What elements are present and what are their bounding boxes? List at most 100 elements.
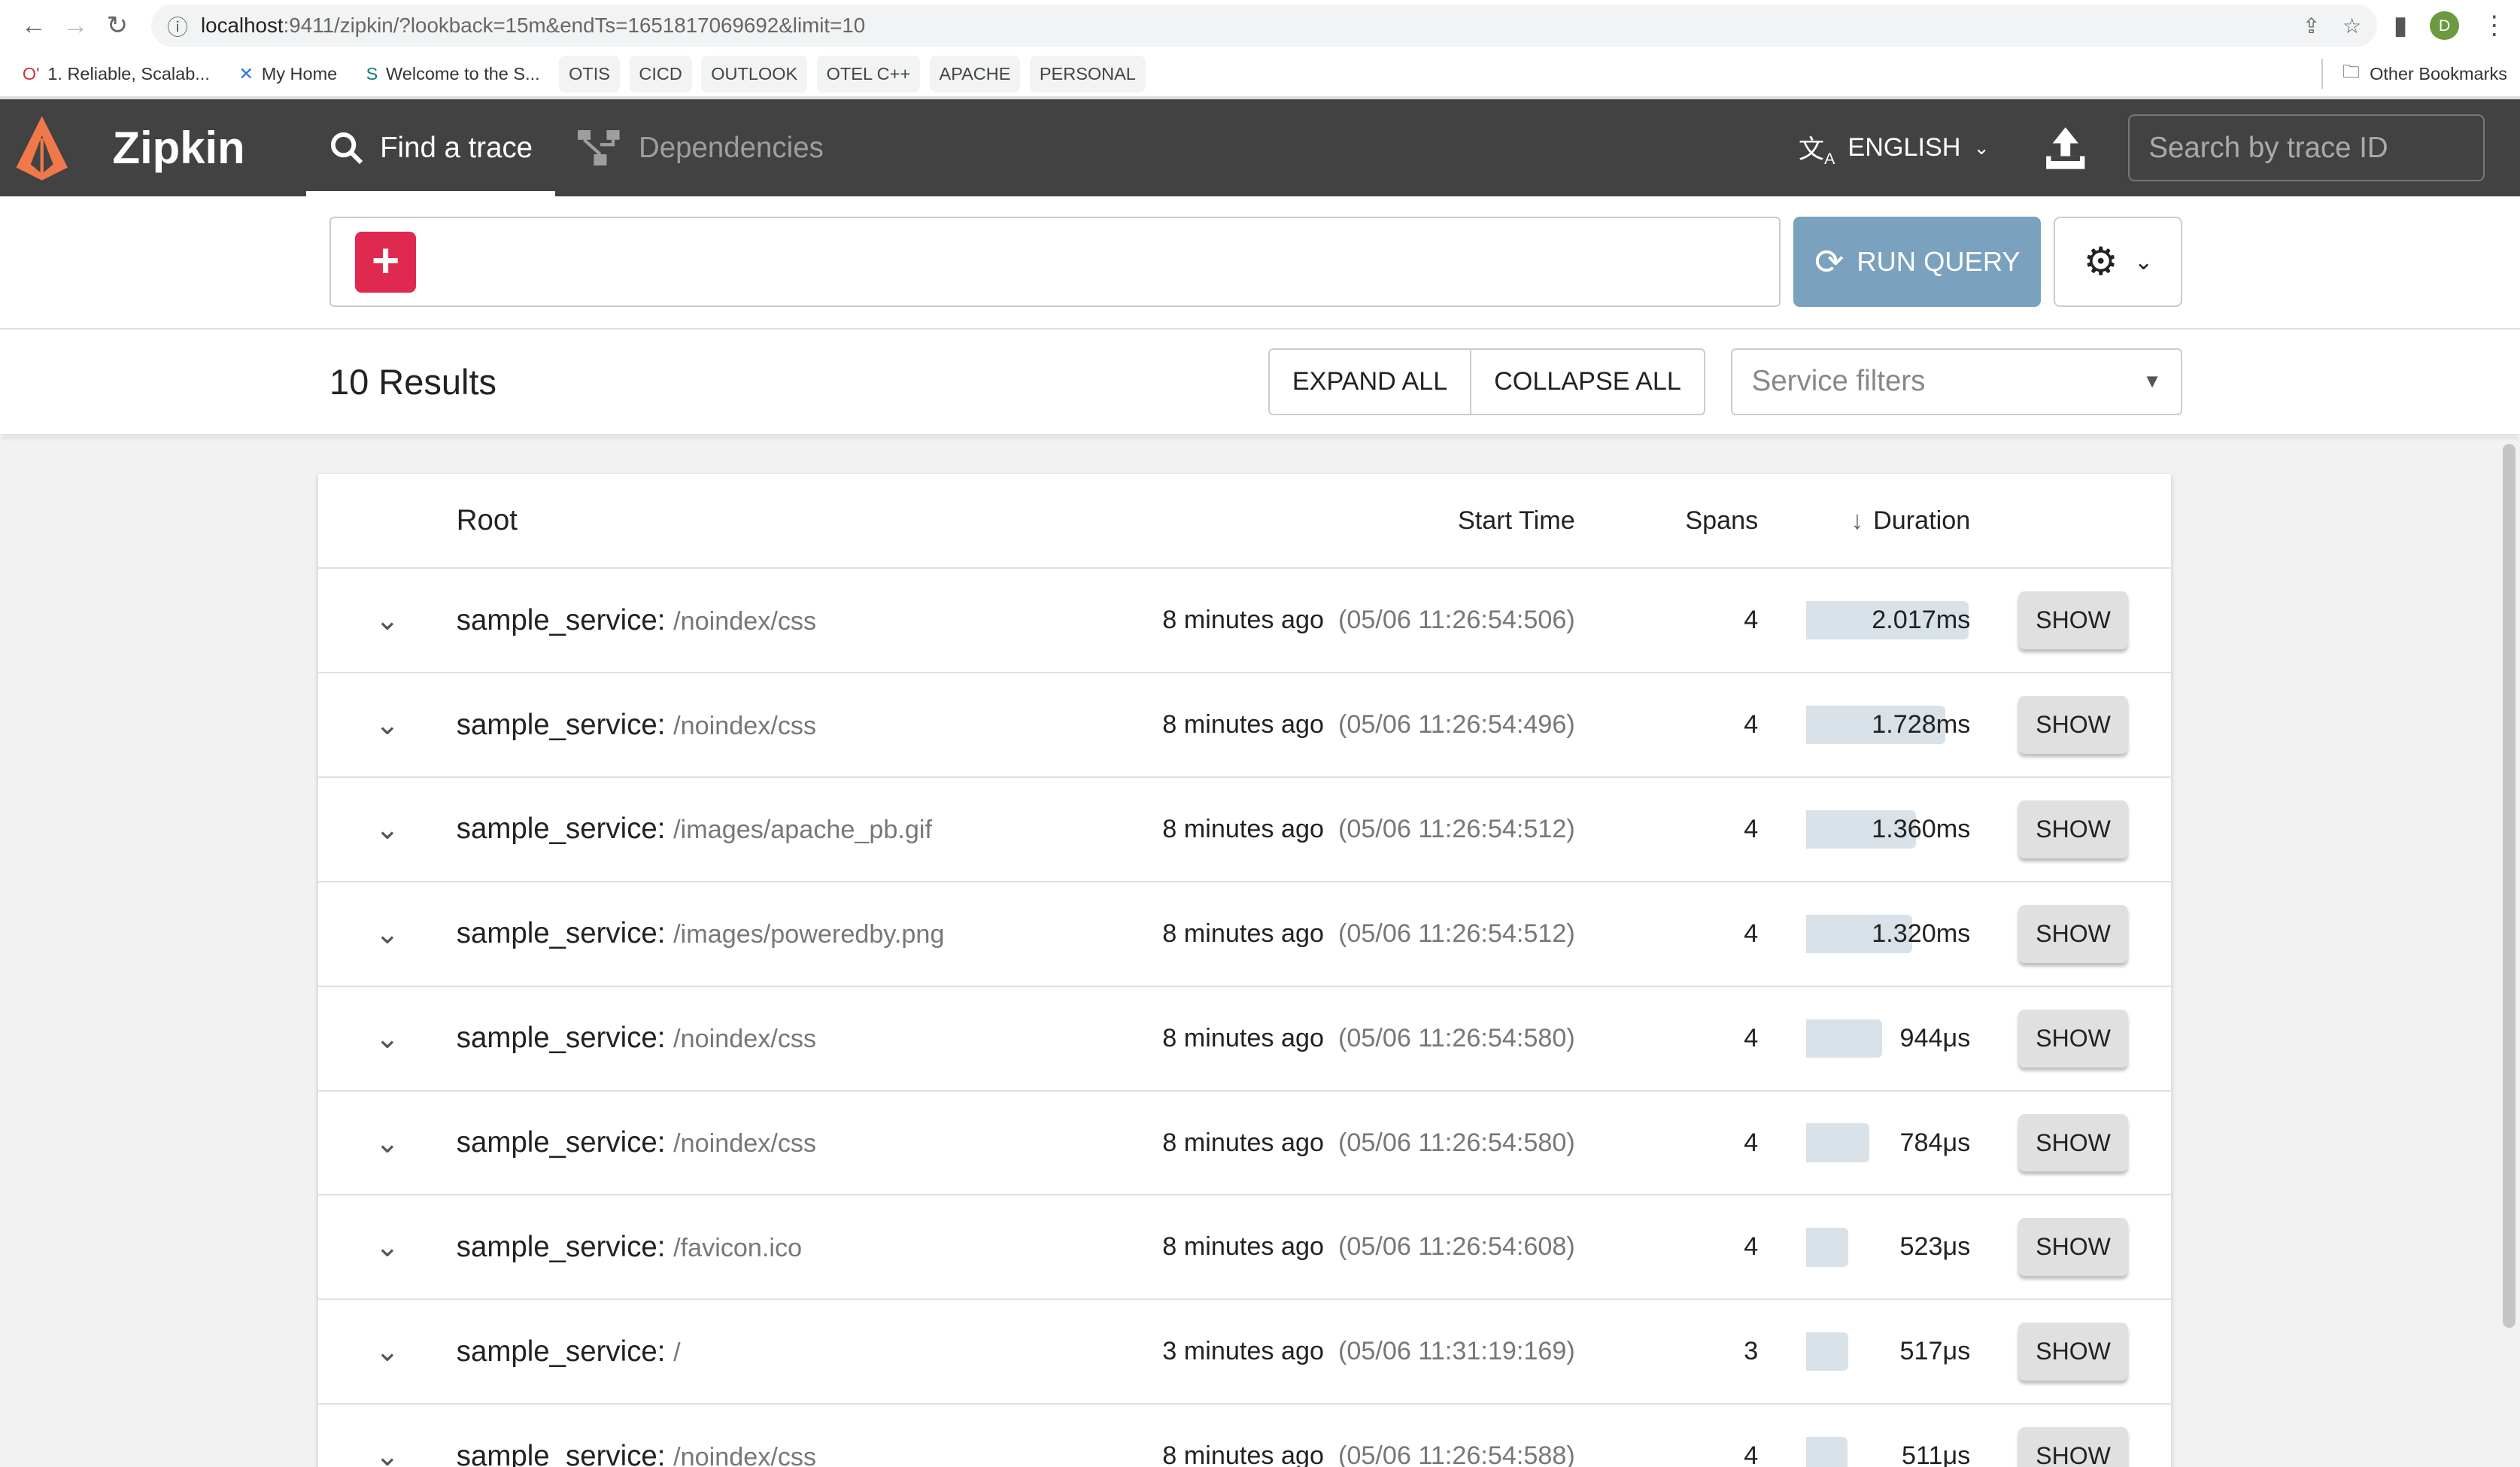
span-path: /noindex/css [673, 711, 817, 740]
bookmark-folder[interactable]: APACHE [929, 56, 1021, 93]
bookmark-folder[interactable]: PERSONAL [1030, 56, 1146, 93]
other-bookmarks-label: Other Bookmarks [2370, 63, 2507, 84]
table-row[interactable]: ⌄ sample_service: / 3 minutes ago (05/06… [318, 1300, 2172, 1405]
query-criteria-input[interactable]: + [329, 217, 1781, 308]
expand-row-icon[interactable]: ⌄ [375, 604, 399, 637]
dependencies-icon [577, 130, 620, 166]
chevron-down-icon: ⌄ [2133, 249, 2154, 275]
spans-count: 4 [1744, 1128, 1759, 1157]
bookmark[interactable]: S Welcome to the S... [357, 64, 550, 84]
url-host: localhost [201, 14, 284, 38]
table-row[interactable]: ⌄ sample_service: /images/poweredby.png … [318, 882, 2172, 987]
brand-name[interactable]: Zipkin [112, 123, 245, 174]
table-row[interactable]: ⌄ sample_service: /images/apache_pb.gif … [318, 778, 2172, 882]
root-cell: sample_service: /noindex/css [457, 604, 987, 637]
expand-row-icon[interactable]: ⌄ [375, 1126, 399, 1159]
trace-id-search-input[interactable]: Search by trace ID [2127, 114, 2485, 182]
bookmark-folder[interactable]: OTIS [559, 56, 620, 93]
service-filters-select[interactable]: Service filters ▼ [1731, 348, 2183, 416]
absolute-time: (05/06 11:26:54:506) [1337, 606, 1575, 635]
scrollbar[interactable] [2502, 443, 2515, 1328]
absolute-time: (05/06 11:26:54:608) [1337, 1232, 1575, 1262]
dropdown-arrow-icon: ▼ [2142, 370, 2162, 392]
header-duration[interactable]: ↓ Duration [1806, 502, 1970, 540]
expand-row-icon[interactable]: ⌄ [375, 1440, 399, 1467]
header-start-time[interactable]: Start Time [1458, 506, 1575, 535]
duration-bar [1806, 1228, 1849, 1267]
settings-button[interactable]: ⚙ ⌄ [2054, 217, 2183, 308]
info-icon[interactable]: ⓘ [167, 16, 188, 40]
run-query-label: RUN QUERY [1857, 246, 2021, 278]
tab-find-trace[interactable]: Find a trace [305, 99, 555, 196]
spans-count: 4 [1744, 1441, 1759, 1467]
show-trace-button[interactable]: SHOW [2018, 591, 2128, 650]
duration-bar [1806, 1123, 1870, 1162]
root-cell: sample_service: / [457, 1335, 987, 1368]
header-root[interactable]: Root [456, 504, 518, 537]
expand-row-icon[interactable]: ⌄ [375, 1022, 399, 1055]
table-row[interactable]: ⌄ sample_service: /noindex/css 8 minutes… [318, 569, 2172, 674]
gear-icon: ⚙ [2083, 240, 2118, 284]
bookmark[interactable]: ✕ My Home [229, 63, 348, 84]
duration-value: 517μs [1899, 1337, 1971, 1366]
app-header: Zipkin Find a trace Dependencies 文A ENGL… [0, 99, 2520, 196]
table-row[interactable]: ⌄ sample_service: /noindex/css 8 minutes… [318, 1405, 2171, 1467]
expand-row-icon[interactable]: ⌄ [375, 1231, 399, 1264]
reload-icon[interactable]: ↻ [106, 11, 129, 41]
sidepanel-icon[interactable]: ▮ [2393, 11, 2408, 41]
show-trace-button[interactable]: SHOW [2018, 1427, 2128, 1467]
expand-row-icon[interactable]: ⌄ [375, 917, 399, 950]
tab-dependencies[interactable]: Dependencies [555, 99, 846, 196]
expand-all-button[interactable]: EXPAND ALL [1292, 366, 1448, 396]
show-trace-button[interactable]: SHOW [2018, 1113, 2128, 1172]
service-name: sample_service: [456, 1022, 666, 1055]
address-bar[interactable]: ⓘ localhost:9411/zipkin/?lookback=15m&en… [150, 5, 2378, 47]
spans-count: 3 [1744, 1337, 1759, 1366]
avatar[interactable]: D [2430, 11, 2459, 41]
bookmark-folder[interactable]: OUTLOOK [701, 56, 808, 93]
table-row[interactable]: ⌄ sample_service: /noindex/css 8 minutes… [318, 1092, 2172, 1196]
show-trace-button[interactable]: SHOW [2018, 696, 2128, 755]
language-selector[interactable]: 文A ENGLISH ⌄ [1799, 128, 1990, 169]
expand-row-icon[interactable]: ⌄ [375, 1335, 399, 1368]
oreilly-icon: O' [22, 63, 40, 84]
spans-count: 4 [1744, 919, 1759, 948]
zipkin-logo-icon[interactable] [10, 113, 74, 184]
bookmark-folder[interactable]: OTEL C++ [816, 56, 920, 93]
confluence-icon: ✕ [238, 64, 254, 84]
show-trace-button[interactable]: SHOW [2018, 1323, 2128, 1381]
share-icon[interactable]: ⇪ [2302, 14, 2321, 38]
forward-icon[interactable]: → [62, 11, 89, 40]
bookmark-folder[interactable]: CICD [629, 56, 692, 93]
relative-time: 8 minutes ago [1162, 1232, 1324, 1262]
table-row[interactable]: ⌄ sample_service: /favicon.ico 8 minutes… [318, 1195, 2172, 1301]
upload-icon[interactable] [2045, 126, 2087, 171]
show-trace-button[interactable]: SHOW [2018, 800, 2128, 858]
trace-table: Root Start Time Spans ↓ Duration ⌄ sample… [318, 474, 2172, 1467]
show-trace-button[interactable]: SHOW [2018, 1009, 2128, 1068]
header-spans[interactable]: Spans [1685, 506, 1759, 535]
expand-row-icon[interactable]: ⌄ [375, 709, 399, 742]
duration-value: 2.017ms [1872, 606, 1971, 635]
service-name: sample_service: [456, 603, 666, 636]
add-criteria-button[interactable]: + [355, 231, 417, 293]
star-icon[interactable]: ☆ [2342, 14, 2361, 38]
other-bookmarks[interactable]: 🗀 Other Bookmarks [2321, 59, 2507, 90]
expand-row-icon[interactable]: ⌄ [375, 812, 399, 846]
service-name: sample_service: [456, 1335, 666, 1368]
collapse-all-button[interactable]: COLLAPSE ALL [1470, 349, 1704, 415]
table-row[interactable]: ⌄ sample_service: /noindex/css 8 minutes… [318, 673, 2172, 779]
duration-value: 1.360ms [1872, 814, 1971, 843]
back-icon[interactable]: ← [20, 11, 47, 40]
table-row[interactable]: ⌄ sample_service: /noindex/css 8 minutes… [318, 987, 2172, 1092]
service-name: sample_service: [456, 1126, 666, 1159]
menu-icon[interactable]: ⋮ [2481, 11, 2507, 41]
show-trace-button[interactable]: SHOW [2018, 904, 2128, 963]
run-query-button[interactable]: ⟳ RUN QUERY [1793, 217, 2042, 308]
show-trace-button[interactable]: SHOW [2018, 1218, 2128, 1277]
spans-count: 4 [1744, 1232, 1759, 1262]
duration-cell: 517μs [1806, 1332, 1970, 1371]
start-time-cell: 8 minutes ago (05/06 11:26:54:588) [987, 1441, 1574, 1467]
bookmark[interactable]: O' 1. Reliable, Scalab... [13, 64, 220, 84]
duration-cell: 784μs [1806, 1123, 1970, 1162]
